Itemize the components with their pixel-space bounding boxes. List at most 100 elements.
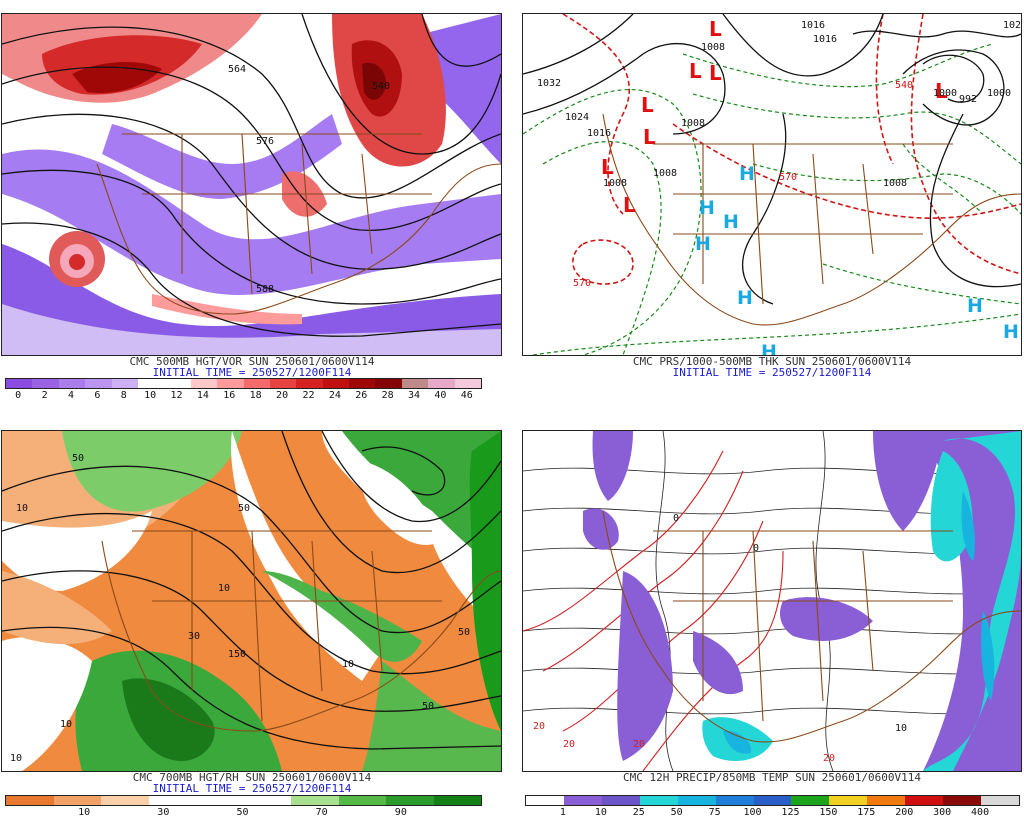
colorbar-swatch bbox=[791, 796, 830, 805]
colorbar-swatch bbox=[829, 796, 868, 805]
colorbar-swatch bbox=[601, 796, 640, 805]
isobar-label: 1000 bbox=[933, 88, 957, 99]
panel-title: CMC PRS/1000-500MB THK SUN 250601/0600V1… bbox=[632, 355, 912, 368]
colorbar-tick-label: 6 bbox=[94, 390, 101, 401]
contour-label: 50 bbox=[422, 701, 434, 712]
contour-label: 588 bbox=[256, 284, 274, 295]
map-500mb-vorticity: 564 576 588 540 bbox=[1, 13, 502, 356]
panel-500mb-vorticity: 564 576 588 540 CMC 500MB HGT/VOR SUN 25… bbox=[0, 0, 504, 402]
colorbar-swatch bbox=[296, 379, 323, 388]
colorbar-tick-label: 26 bbox=[355, 390, 368, 401]
low-pressure-symbol: L bbox=[935, 79, 948, 103]
colorbar-tick-label: 22 bbox=[302, 390, 315, 401]
temp-label: 20 bbox=[823, 753, 835, 764]
colorbar-tick-label: 28 bbox=[381, 390, 394, 401]
colorbar-swatch bbox=[867, 796, 906, 805]
temp-label: 0 bbox=[753, 543, 759, 554]
thickness-label: 570 bbox=[779, 172, 797, 183]
low-pressure-symbol: L bbox=[709, 17, 722, 41]
colorbar-swatch bbox=[164, 379, 191, 388]
colorbar-swatch bbox=[526, 796, 564, 805]
panel-title: CMC 500MB HGT/VOR SUN 250601/0600V114 bbox=[129, 355, 375, 368]
panel-700mb-rh: 10 50 10 50 150 50 10 10 50 30 10 CMC 70… bbox=[0, 418, 504, 819]
colorbar-swatch bbox=[375, 379, 402, 388]
colorbar-swatch bbox=[196, 796, 244, 805]
isobar-label: 1000 bbox=[987, 88, 1011, 99]
colorbar-swatch bbox=[386, 796, 434, 805]
contour-label: 10 bbox=[16, 503, 28, 514]
colorbar-tick-label: 70 bbox=[315, 807, 328, 818]
isobar-label: 1008 bbox=[603, 178, 627, 189]
colorbar-swatch bbox=[6, 796, 54, 805]
high-pressure-symbol: H bbox=[967, 295, 983, 317]
colorbar-tick-label: 20 bbox=[276, 390, 289, 401]
isobar-label: 1016 bbox=[587, 128, 611, 139]
contour-label: 540 bbox=[372, 81, 390, 92]
colorbar-tick-label: 50 bbox=[236, 807, 249, 818]
high-pressure-symbol: H bbox=[761, 341, 777, 355]
colorbar-swatch bbox=[322, 379, 350, 388]
isobar-label: 1008 bbox=[681, 118, 705, 129]
colorbar-ticks: 10 30 50 70 90 bbox=[5, 807, 480, 819]
isobar-label: 1024 bbox=[1003, 20, 1021, 31]
thickness-label: 570 bbox=[573, 278, 591, 289]
high-pressure-symbol: H bbox=[737, 287, 753, 309]
colorbar-swatch bbox=[433, 796, 481, 805]
high-pressure-symbol: H bbox=[739, 163, 755, 185]
colorbar-swatch bbox=[401, 379, 429, 388]
colorbar-swatch bbox=[111, 379, 138, 388]
colorbar-swatch bbox=[454, 379, 482, 388]
colorbar-swatch bbox=[943, 796, 982, 805]
colorbar-swatch bbox=[148, 796, 196, 805]
colorbar-swatch bbox=[338, 796, 386, 805]
colorbar-swatch bbox=[85, 379, 112, 388]
initial-time: INITIAL TIME = 250527/1200F114 bbox=[152, 366, 352, 379]
contour-label: 10 bbox=[342, 659, 354, 670]
high-pressure-symbol: H bbox=[1003, 321, 1019, 343]
low-pressure-symbol: L bbox=[689, 59, 702, 83]
colorbar-tick-label: 10 bbox=[144, 390, 157, 401]
map-pressure-thickness: L L L L L L L L H H H H H H H H 1032 bbox=[522, 13, 1022, 356]
colorbar-tick-label: 100 bbox=[743, 807, 762, 818]
colorbar-swatch bbox=[58, 379, 86, 388]
map-700mb-rh: 10 50 10 50 150 50 10 10 50 30 10 bbox=[1, 430, 502, 772]
colorbar-tick-label: 200 bbox=[895, 807, 914, 818]
colorbar-swatch bbox=[101, 796, 149, 805]
contour-label: 10 bbox=[218, 583, 230, 594]
colorbar-swatch bbox=[639, 796, 678, 805]
precip-field: 20 20 20 20 0 0 10 bbox=[523, 431, 1021, 771]
panel-title: CMC 12H PRECIP/850MB TEMP SUN 250601/060… bbox=[622, 771, 921, 784]
colorbar-tick-label: 8 bbox=[120, 390, 127, 401]
panel-precip-850mb-temp: 20 20 20 20 0 0 10 CMC 12H PRECIP/850MB … bbox=[520, 418, 1024, 819]
temp-label: 10 bbox=[895, 723, 907, 734]
panel-title: CMC 700MB HGT/RH SUN 250601/0600V114 bbox=[132, 771, 372, 784]
thickness-label: 540 bbox=[895, 80, 913, 91]
contour-label: 50 bbox=[458, 627, 470, 638]
colorbar-ticks: 1 10 25 50 75 100 125 150 175 200 300 400 bbox=[525, 807, 1018, 819]
contour-label: 30 bbox=[188, 631, 200, 642]
isobar-label: 1008 bbox=[701, 42, 725, 53]
colorbar-precip bbox=[525, 795, 1020, 806]
colorbar-swatch bbox=[677, 796, 716, 805]
contour-label: 10 bbox=[10, 753, 22, 764]
colorbar-tick-label: 24 bbox=[328, 390, 341, 401]
colorbar-tick-label: 12 bbox=[170, 390, 183, 401]
low-pressure-symbol: L bbox=[623, 193, 636, 217]
contour-label: 50 bbox=[238, 503, 250, 514]
low-pressure-symbol: L bbox=[643, 125, 656, 149]
colorbar-swatch bbox=[137, 379, 165, 388]
colorbar-swatch bbox=[32, 379, 59, 388]
isobar-label: 1008 bbox=[883, 178, 907, 189]
colorbar-tick-label: 125 bbox=[781, 807, 800, 818]
contour-label: 576 bbox=[256, 136, 274, 147]
isobar-label: 1016 bbox=[801, 20, 825, 31]
colorbar-swatch bbox=[217, 379, 244, 388]
temp-label: 20 bbox=[533, 721, 545, 732]
colorbar-tick-label: 150 bbox=[819, 807, 838, 818]
colorbar-swatch bbox=[53, 796, 101, 805]
colorbar-tick-label: 14 bbox=[196, 390, 209, 401]
high-pressure-symbol: H bbox=[699, 197, 715, 219]
high-pressure-symbol: H bbox=[695, 233, 711, 255]
isobar-label: 1024 bbox=[565, 112, 589, 123]
colorbar-swatch bbox=[715, 796, 754, 805]
